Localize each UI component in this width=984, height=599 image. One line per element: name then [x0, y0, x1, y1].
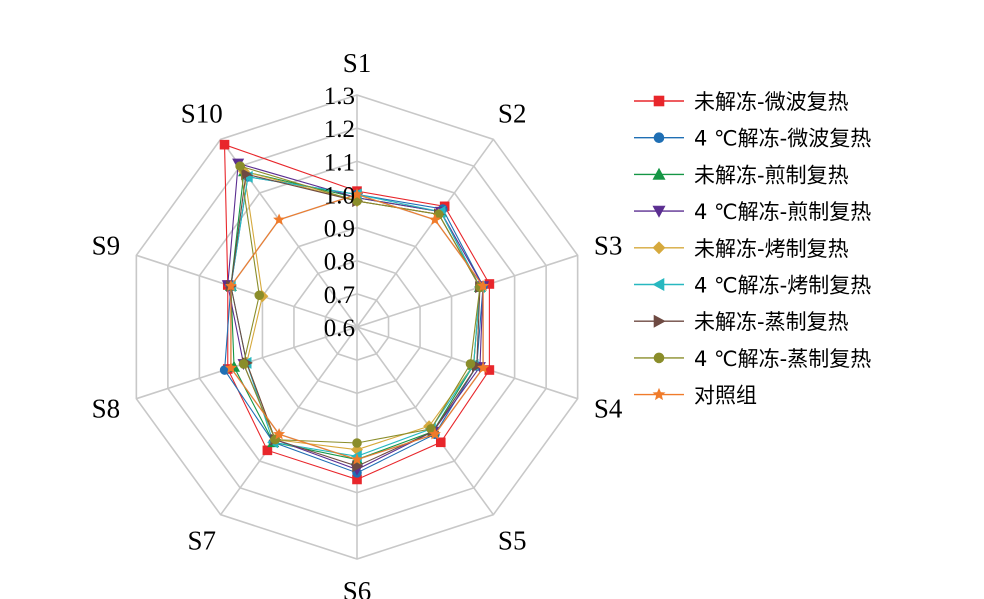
axis-label-s3: S3: [594, 230, 623, 260]
radar-series: [219, 139, 495, 485]
tick-label: 0.9: [324, 216, 355, 243]
legend-item-6: 4 ℃解冻-烤制复热: [634, 274, 871, 298]
data-point: [262, 445, 273, 456]
legend-marker: [653, 352, 665, 364]
axis-label-s1: S1: [343, 48, 372, 78]
data-point: [428, 213, 441, 225]
legend-marker: [653, 314, 666, 328]
axis-labels: S1 S2 S3 S4 S5 S6 S7 S8 S9 S10: [92, 48, 623, 599]
axis-label-s2: S2: [498, 98, 527, 128]
data-point: [352, 438, 362, 448]
axis-label-s6: S6: [343, 576, 372, 599]
tick-label: 1.2: [324, 116, 355, 143]
data-point: [254, 290, 265, 301]
data-point: [235, 161, 245, 171]
legend-item-9: 对照组: [634, 384, 757, 408]
radar-grid: [135, 94, 579, 560]
legend-label: 对照组: [694, 384, 757, 408]
data-point: [477, 361, 490, 374]
axis-label-s9: S9: [92, 230, 121, 260]
data-point: [428, 427, 441, 440]
spoke-s3: [356, 254, 578, 328]
legend-item-2: 4 ℃解冻-微波复热: [634, 127, 871, 151]
legend-marker: [652, 241, 666, 255]
legend-item-7: 未解冻-蒸制复热: [634, 310, 849, 334]
spoke-s2: [356, 138, 495, 328]
data-point: [477, 279, 490, 292]
legend-item-1: 未解冻-微波复热: [634, 90, 849, 114]
data-point: [238, 359, 249, 369]
legend-label: 4 ℃解冻-微波复热: [694, 127, 871, 151]
spoke-s5: [356, 326, 495, 516]
spoke-s9: [136, 254, 358, 328]
legend-label: 未解冻-蒸制复热: [694, 310, 849, 334]
legend-item-5: 未解冻-烤制复热: [634, 237, 849, 261]
legend-marker: [652, 387, 666, 401]
tick-label: 0.7: [324, 282, 355, 309]
tick-label: 0.8: [324, 249, 355, 276]
axis-label-s4: S4: [594, 394, 623, 424]
legend-label: 4 ℃解冻-烤制复热: [694, 274, 871, 298]
legend-item-8: 4 ℃解冻-蒸制复热: [634, 347, 871, 371]
data-point: [219, 139, 230, 150]
legend-label: 4 ℃解冻-煎制复热: [694, 200, 871, 224]
series-9: [224, 188, 490, 465]
tick-label: 1.1: [324, 149, 355, 176]
radial-tick-labels: 0.6 0.7 0.8 0.9 1.0 1.1 1.2 1.3: [324, 83, 355, 342]
legend-marker: [653, 132, 665, 143]
tick-label: 1.3: [324, 83, 355, 110]
data-point: [273, 427, 286, 440]
axis-label-s10: S10: [181, 98, 223, 128]
series-line: [230, 176, 481, 457]
legend-marker: [653, 95, 665, 107]
data-point: [224, 361, 237, 374]
legend-label: 未解冻-煎制复热: [694, 163, 849, 187]
legend-marker: [652, 205, 666, 218]
legend-label: 未解冻-微波复热: [694, 90, 849, 114]
data-point: [465, 359, 476, 369]
tick-label: 1.0: [324, 182, 355, 209]
legend-item-4: 4 ℃解冻-煎制复热: [634, 200, 871, 224]
legend-marker: [652, 167, 666, 180]
legend-label: 4 ℃解冻-蒸制复热: [694, 347, 871, 371]
axis-label-s8: S8: [92, 394, 121, 424]
axis-label-s7: S7: [188, 526, 217, 556]
spoke-s7: [219, 326, 358, 516]
axis-label-s5: S5: [498, 526, 527, 556]
data-point: [273, 213, 286, 225]
data-point: [435, 437, 446, 448]
data-point: [351, 453, 363, 465]
legend-marker: [652, 277, 665, 292]
data-point: [224, 279, 237, 292]
legend-item-3: 未解冻-煎制复热: [634, 163, 849, 187]
tick-label: 0.6: [324, 315, 355, 342]
data-point: [351, 188, 363, 200]
legend-label: 未解冻-烤制复热: [694, 237, 849, 261]
